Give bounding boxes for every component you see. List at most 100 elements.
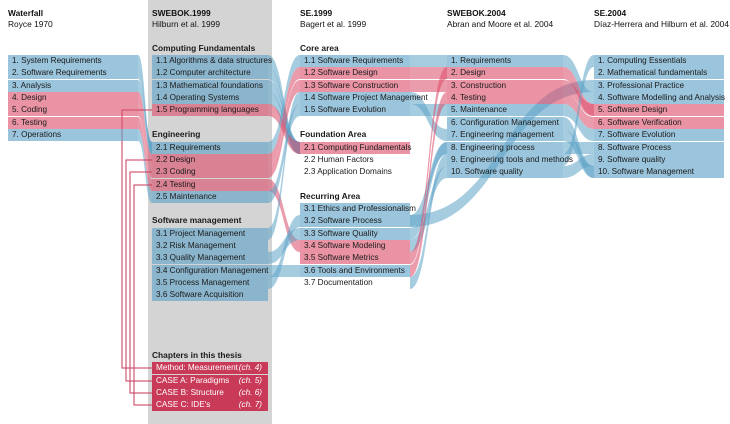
topic-box-9-engineering-tools-and-methods: 9. Engineering tools and methods <box>447 154 573 166</box>
topic-box-7-software-evolution: 7. Software Evolution <box>594 129 724 141</box>
topic-label: 7. Operations <box>12 130 62 139</box>
thesis-chapter-connector <box>133 184 152 406</box>
column-header-se-1999: SE.1999 Bagert et al. 1999 <box>300 8 366 30</box>
topic-label: 3.7 Documentation <box>304 278 373 287</box>
flow-link-blue <box>563 55 594 104</box>
topic-label: 1. Computing Essentials <box>598 56 687 65</box>
topic-label: 2.5 Maintenance <box>156 192 217 201</box>
topic-label: 5. Coding <box>12 105 48 114</box>
topic-label: 3. Professional Practice <box>598 81 685 90</box>
topic-box-1-1-algorithms-data-structures: 1.1 Algorithms & data structures <box>152 55 272 67</box>
topic-box-1-3-mathematical-foundations: 1.3 Mathematical foundations <box>152 80 268 92</box>
column-header-waterfall: Waterfall Royce 1970 <box>8 8 53 30</box>
topic-box-3-2-risk-management: 3.2 Risk Management <box>152 240 268 252</box>
topic-box-7-operations: 7. Operations <box>8 129 138 141</box>
topic-label: 10. Software quality <box>451 167 523 176</box>
flow-link-red <box>563 80 594 116</box>
topic-label: 6. Configuration Management <box>451 118 559 127</box>
topic-label: 1.4 Operating Systems <box>156 93 240 102</box>
topic-box-8-engineering-process: 8. Engineering process <box>447 142 563 154</box>
topic-box-3-professional-practice: 3. Professional Practice <box>594 80 724 92</box>
topic-label: 1.2 Computer architecture <box>156 68 251 77</box>
flow-link-blue <box>268 55 300 154</box>
column-title: Waterfall <box>8 8 44 18</box>
topic-label: 10. Software Management <box>598 167 695 176</box>
chapter-number: (ch. 6) <box>238 388 262 397</box>
section-heading-chapters-in-this-thesis: Chapters in this thesis <box>152 350 242 360</box>
topic-box-8-software-process: 8. Software Process <box>594 142 724 154</box>
column-title: SWEBOK.2004 <box>447 8 506 18</box>
topic-label: 2.3 Coding <box>156 167 196 176</box>
topic-box-3-5-software-metrics: 3.5 Software Metrics <box>300 252 410 264</box>
topic-box-1-1-software-requirements: 1.1 Software Requirements <box>300 55 410 67</box>
topic-label: 7. Engineering management <box>451 130 554 139</box>
flow-link-blue <box>563 55 594 166</box>
topic-label: CASE A: Paradigms <box>156 376 230 385</box>
topic-label: 1. System Requirements <box>12 56 102 65</box>
chapter-number: (ch. 4) <box>238 363 262 372</box>
topic-label: 2.2 Design <box>156 155 196 164</box>
flow-link-blue <box>410 154 447 289</box>
column-title: SE.1999 <box>300 8 333 18</box>
topic-box-9-software-quality: 9. Software quality <box>594 154 724 166</box>
flow-link-red <box>410 67 447 264</box>
topic-box-2-5-maintenance: 2.5 Maintenance <box>152 191 268 203</box>
topic-label: 2.3 Application Domains <box>304 167 392 176</box>
topic-box-3-5-process-management: 3.5 Process Management <box>152 277 268 289</box>
topic-label: 4. Software Modelling and Analysis <box>598 93 725 102</box>
topic-label: 3.2 Software Process <box>304 216 382 225</box>
topic-label: 5. Software Design <box>598 105 668 114</box>
topic-box-5-software-design: 5. Software Design <box>594 104 724 116</box>
topic-box-3-3-software-quality: 3.3 Software Quality <box>300 228 410 240</box>
chapter-number: (ch. 7) <box>238 400 262 409</box>
section-heading-software-management: Software management <box>152 215 242 225</box>
topic-box-10-software-quality: 10. Software quality <box>447 166 563 178</box>
topic-box-4-software-modelling-and-analysis: 4. Software Modelling and Analysis <box>594 92 725 104</box>
column-title: SE.2004 <box>594 8 627 18</box>
section-heading-foundation-area: Foundation Area <box>300 129 367 139</box>
topic-label: 4. Testing <box>451 93 486 102</box>
topic-label: 3.5 Process Management <box>156 278 250 287</box>
topic-label: 3. Analysis <box>12 81 52 90</box>
section-heading-computing-fundamentals: Computing Fundamentals <box>152 43 256 53</box>
thesis-chapter-connector <box>125 159 152 382</box>
topic-box-2-2-design: 2.2 Design <box>152 154 268 166</box>
topic-label: 2. Design <box>451 68 486 77</box>
topic-label: 1.5 Software Evolution <box>304 105 386 114</box>
topic-label: 8. Software Process <box>598 143 672 152</box>
topic-label: 3.5 Software Metrics <box>304 253 379 262</box>
topic-box-1-5-software-evolution: 1.5 Software Evolution <box>300 104 410 116</box>
topic-label: 5. Maintenance <box>451 105 507 114</box>
flow-link-blue <box>410 166 447 252</box>
topic-label: 3.4 Software Modeling <box>304 241 386 250</box>
topic-box-4-testing: 4. Testing <box>447 92 563 104</box>
column-header-swebok-2004: SWEBOK.2004 Abran and Moore et al. 2004 <box>447 8 553 30</box>
topic-box-3-construction: 3. Construction <box>447 80 563 92</box>
topic-box-5-coding: 5. Coding <box>8 104 138 116</box>
topic-label: 1.3 Software Construction <box>304 81 399 90</box>
topic-box-2-1-requirements: 2.1 Requirements <box>152 142 268 154</box>
column-title: SWEBOK.1999 <box>152 8 211 18</box>
topic-label: 3.1 Project Management <box>156 229 246 238</box>
topic-label: 8. Engineering process <box>451 143 535 152</box>
topic-label: 1.1 Algorithms & data structures <box>156 56 273 65</box>
topic-label: 3.3 Software Quality <box>304 229 378 238</box>
topic-label: 2.1 Computing Fundamentals <box>304 143 412 152</box>
topic-label: 2.1 Requirements <box>156 143 221 152</box>
topic-label: 1.4 Software Project Management <box>304 93 428 102</box>
chapter-number: (ch. 5) <box>238 376 262 385</box>
topic-box-3-1-project-management: 3.1 Project Management <box>152 228 268 240</box>
topic-box-3-7-documentation: 3.7 Documentation <box>300 277 410 289</box>
flow-link-blue <box>563 154 594 178</box>
topic-label: 1.1 Software Requirements <box>304 56 404 65</box>
topic-box-3-6-software-acquisition: 3.6 Software Acquisition <box>152 289 268 301</box>
column-header-se-2004: SE.2004 Díaz-Herrera and Hilburn et al. 2… <box>594 8 729 30</box>
topic-box-1-system-requirements: 1. System Requirements <box>8 55 138 67</box>
flow-link-red <box>268 67 300 166</box>
topic-label: 3.6 Tools and Environments <box>304 266 405 275</box>
topic-label: 4. Design <box>12 93 47 102</box>
topic-box-2-software-requirements: 2. Software Requirements <box>8 67 138 79</box>
topic-label: 9. Engineering tools and methods <box>451 155 573 164</box>
section-heading-engineering: Engineering <box>152 129 201 139</box>
flow-link-red <box>410 67 447 79</box>
